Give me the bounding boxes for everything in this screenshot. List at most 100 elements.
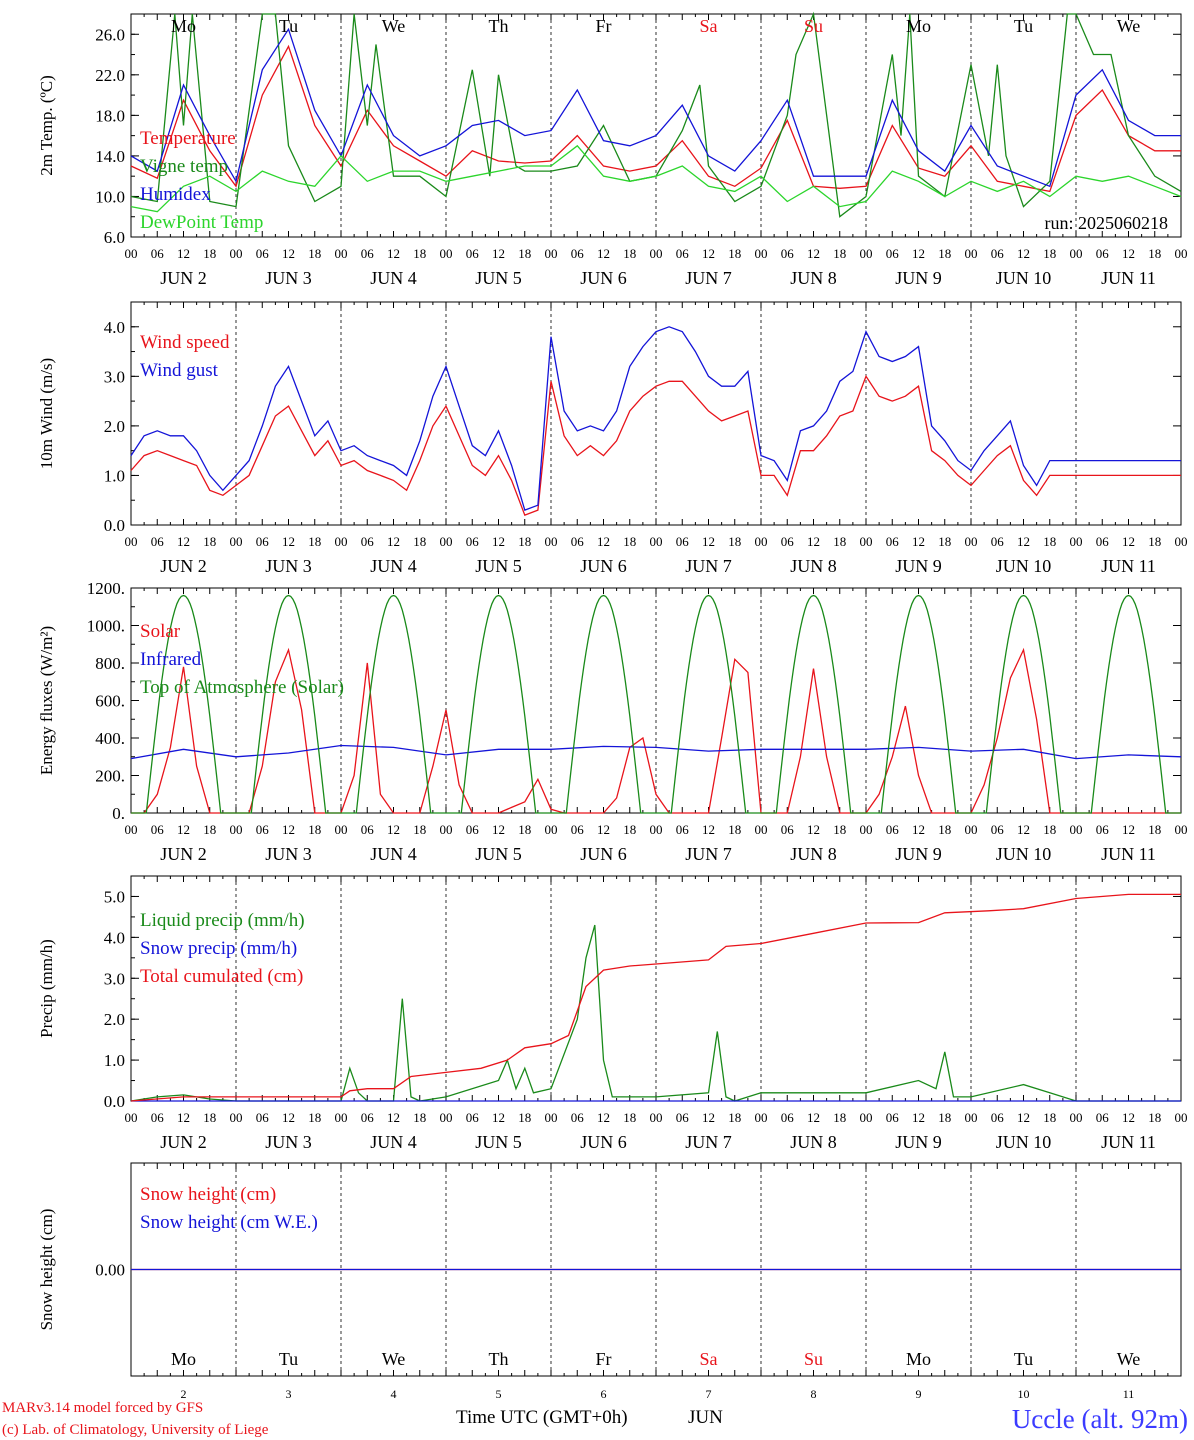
day-name-label: Fr (595, 1349, 611, 1369)
hour-tick-label: 06 (256, 822, 270, 837)
hour-tick-label: 12 (702, 534, 715, 549)
hour-tick-label: 18 (833, 1110, 846, 1125)
date-label: JUN 3 (265, 844, 312, 864)
hour-tick-label: 06 (466, 534, 480, 549)
hour-tick-label: 00 (755, 534, 768, 549)
day-name-label: Mo (171, 16, 196, 36)
panel-4: 0.0 1.0 2.0 3.0 4.0 5.0 Precip (mm/h) 00 06 12 18 0… (37, 875, 1188, 1152)
hour-tick-label: 06 (991, 534, 1005, 549)
hour-tick-label: 18 (1043, 534, 1056, 549)
y-axis-label: Snow height (cm) (37, 1209, 56, 1331)
day-name-label: We (1117, 1349, 1141, 1369)
hour-tick-label: 18 (308, 534, 321, 549)
date-label: JUN 6 (580, 268, 627, 288)
day-name-label: We (382, 1349, 406, 1369)
y-tick-label: 0.0 (104, 1092, 125, 1111)
date-label: JUN 8 (790, 268, 837, 288)
y-tick-label: 1200. (87, 579, 125, 598)
legend-entry: Vigne temp (140, 156, 228, 177)
date-label: JUN 5 (475, 844, 522, 864)
hour-tick-label: 00 (335, 534, 348, 549)
legend-entry: Solar (140, 621, 181, 642)
hour-tick-label: 18 (308, 1110, 321, 1125)
hour-tick-label: 18 (833, 534, 846, 549)
date-label: JUN 5 (475, 268, 522, 288)
hour-tick-label: 12 (282, 1110, 295, 1125)
y-tick-label: 3.0 (104, 367, 125, 386)
hour-tick-label: 12 (282, 534, 295, 549)
hour-tick-label: 06 (466, 822, 480, 837)
hour-tick-label: 18 (308, 822, 321, 837)
day-name-label: Tu (1014, 1349, 1033, 1369)
series-line-solar (131, 647, 1181, 814)
hour-tick-label: 18 (518, 246, 531, 261)
date-label: JUN 8 (790, 556, 837, 576)
date-label: JUN 2 (160, 556, 207, 576)
hour-tick-label: 18 (308, 246, 321, 261)
y-tick-label: 0. (112, 804, 125, 823)
hour-tick-label: 00 (1070, 822, 1083, 837)
hour-tick-label: 12 (387, 1110, 400, 1125)
date-label: JUN 5 (475, 556, 522, 576)
hour-tick-label: 00 (545, 534, 558, 549)
date-label: JUN 9 (895, 844, 942, 864)
y-tick-label: 1.0 (104, 1051, 125, 1070)
hour-tick-label: 18 (413, 246, 426, 261)
series-line-liquid-precip-mm-h- (130, 924, 1181, 1102)
hour-tick-label: 00 (860, 534, 873, 549)
hour-tick-label: 12 (177, 534, 190, 549)
hour-tick-label: 18 (623, 534, 636, 549)
date-label: JUN 5 (475, 1132, 522, 1152)
hour-tick-label: 12 (912, 1110, 925, 1125)
hour-tick-label: 06 (886, 822, 900, 837)
hour-tick-label: 12 (912, 822, 925, 837)
date-number-label: 10 (1018, 1387, 1030, 1401)
legend-entry: Snow precip (mm/h) (140, 938, 297, 959)
time-axis-month: JUN (688, 1407, 723, 1428)
y-axis-label: Energy fluxes (W/m²) (37, 626, 56, 775)
day-name-label: Tu (279, 1349, 298, 1369)
date-label: JUN 2 (160, 268, 207, 288)
hour-tick-label: 12 (282, 246, 295, 261)
legend-entry: Snow height (cm) (140, 1184, 276, 1205)
date-label: JUN 11 (1101, 268, 1156, 288)
hour-tick-label: 18 (938, 822, 951, 837)
date-number-label: 3 (286, 1387, 292, 1401)
hour-tick-label: 18 (623, 822, 636, 837)
hour-tick-label: 18 (833, 246, 846, 261)
day-name-label: Sa (700, 1349, 718, 1369)
hour-tick-label: 00 (230, 1110, 243, 1125)
hour-tick-label: 06 (151, 1110, 165, 1125)
y-tick-label: 14.0 (95, 147, 125, 166)
y-axis-label: Precip (mm/h) (37, 939, 56, 1038)
hour-tick-label: 06 (571, 534, 585, 549)
y-tick-label: 200. (95, 767, 125, 786)
hour-tick-label: 18 (623, 246, 636, 261)
hour-tick-label: 00 (125, 246, 138, 261)
hour-tick-label: 12 (387, 822, 400, 837)
hour-tick-label: 12 (1017, 534, 1030, 549)
hour-tick-label: 06 (571, 246, 585, 261)
hour-tick-label: 00 (1070, 1110, 1083, 1125)
hour-tick-label: 06 (991, 246, 1005, 261)
hour-tick-label: 18 (1148, 1110, 1161, 1125)
hour-tick-label: 00 (1175, 246, 1188, 261)
hour-tick-label: 00 (755, 1110, 768, 1125)
hour-tick-label: 18 (623, 1110, 636, 1125)
y-tick-label: 22.0 (95, 66, 125, 85)
hour-tick-label: 00 (1175, 534, 1188, 549)
series-line-wind-gust (130, 326, 1181, 511)
hour-tick-label: 00 (860, 1110, 873, 1125)
hour-tick-label: 06 (151, 246, 165, 261)
hour-tick-label: 18 (728, 1110, 741, 1125)
hour-tick-label: 12 (597, 1110, 610, 1125)
hour-tick-label: 00 (650, 246, 663, 261)
date-label: JUN 3 (265, 268, 312, 288)
hour-tick-label: 00 (965, 822, 978, 837)
y-tick-label: 5.0 (104, 887, 125, 906)
panel-5: 0.00 Snow height (cm) Snow height (cm) Snow… (37, 1162, 1182, 1401)
date-label: JUN 4 (370, 844, 417, 864)
date-label: JUN 2 (160, 844, 207, 864)
hour-tick-label: 06 (151, 534, 165, 549)
hour-tick-label: 12 (1122, 1110, 1135, 1125)
